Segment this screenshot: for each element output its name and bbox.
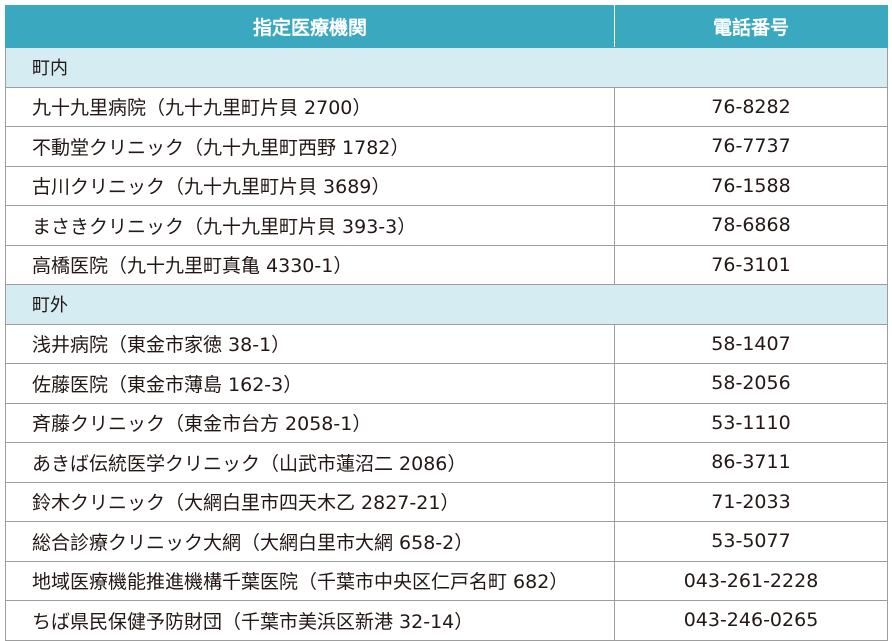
table-row: 浅井病院（東金市家徳 38-1） 58-1407 xyxy=(5,323,888,364)
medical-institutions-table: 指定医療機関 電話番号 町内 九十九里病院（九十九里町片貝 2700） 76-8… xyxy=(5,5,888,641)
column-header-institution: 指定医療機関 xyxy=(5,5,615,48)
table-row: 佐藤医院（東金市薄島 162-3） 58-2056 xyxy=(5,363,888,404)
institution-name: 佐藤医院（東金市薄島 162-3） xyxy=(5,363,615,404)
institution-name: あきば伝統医学クリニック（山武市蓮沼二 2086） xyxy=(5,442,615,483)
phone-number: 76-1588 xyxy=(614,165,888,206)
phone-number: 76-7737 xyxy=(614,126,888,167)
phone-number: 043-246-0265 xyxy=(614,600,888,641)
table-row: ちば県民保健予防財団（千葉市美浜区新港 32-14） 043-246-0265 xyxy=(5,600,888,641)
institution-name: まさきクリニック（九十九里町片貝 393-3） xyxy=(5,205,615,246)
institution-name: 高橋医院（九十九里町真亀 4330-1） xyxy=(5,244,615,285)
phone-number: 78-6868 xyxy=(614,205,888,246)
phone-number: 86-3711 xyxy=(614,442,888,483)
institution-name: 古川クリニック（九十九里町片貝 3689） xyxy=(5,165,615,206)
institution-name: 総合診療クリニック大網（大網白里市大網 658-2） xyxy=(5,521,615,562)
table-row: 斉藤クリニック（東金市台方 2058-1） 53-1110 xyxy=(5,402,888,443)
section-row-in-town: 町内 xyxy=(5,47,888,88)
table-header-row: 指定医療機関 電話番号 xyxy=(5,5,888,48)
institution-name: 地域医療機能推進機構千葉医院（千葉市中央区仁戸名町 682） xyxy=(5,560,615,601)
column-header-phone: 電話番号 xyxy=(614,5,888,48)
table-row: 鈴木クリニック（大網白里市四天木乙 2827-21） 71-2033 xyxy=(5,481,888,522)
phone-number: 58-1407 xyxy=(614,323,888,364)
institution-name: 鈴木クリニック（大網白里市四天木乙 2827-21） xyxy=(5,481,615,522)
institution-name: 九十九里病院（九十九里町片貝 2700） xyxy=(5,86,615,127)
phone-number: 58-2056 xyxy=(614,363,888,404)
phone-number: 53-5077 xyxy=(614,521,888,562)
section-row-out-of-town: 町外 xyxy=(5,284,888,325)
institution-name: 斉藤クリニック（東金市台方 2058-1） xyxy=(5,402,615,443)
table-row: 不動堂クリニック（九十九里町西野 1782） 76-7737 xyxy=(5,126,888,167)
table-row: あきば伝統医学クリニック（山武市蓮沼二 2086） 86-3711 xyxy=(5,442,888,483)
institution-name: 浅井病院（東金市家徳 38-1） xyxy=(5,323,615,364)
table-row: 古川クリニック（九十九里町片貝 3689） 76-1588 xyxy=(5,165,888,206)
phone-number: 76-3101 xyxy=(614,244,888,285)
phone-number: 76-8282 xyxy=(614,86,888,127)
section-label: 町外 xyxy=(5,284,888,325)
table-row: まさきクリニック（九十九里町片貝 393-3） 78-6868 xyxy=(5,205,888,246)
table-row: 高橋医院（九十九里町真亀 4330-1） 76-3101 xyxy=(5,244,888,285)
institution-name: 不動堂クリニック（九十九里町西野 1782） xyxy=(5,126,615,167)
phone-number: 71-2033 xyxy=(614,481,888,522)
table-row: 九十九里病院（九十九里町片貝 2700） 76-8282 xyxy=(5,86,888,127)
table-row: 地域医療機能推進機構千葉医院（千葉市中央区仁戸名町 682） 043-261-2… xyxy=(5,560,888,601)
phone-number: 043-261-2228 xyxy=(614,560,888,601)
institution-name: ちば県民保健予防財団（千葉市美浜区新港 32-14） xyxy=(5,600,615,641)
table-row: 総合診療クリニック大網（大網白里市大網 658-2） 53-5077 xyxy=(5,521,888,562)
section-label: 町内 xyxy=(5,47,888,88)
phone-number: 53-1110 xyxy=(614,402,888,443)
